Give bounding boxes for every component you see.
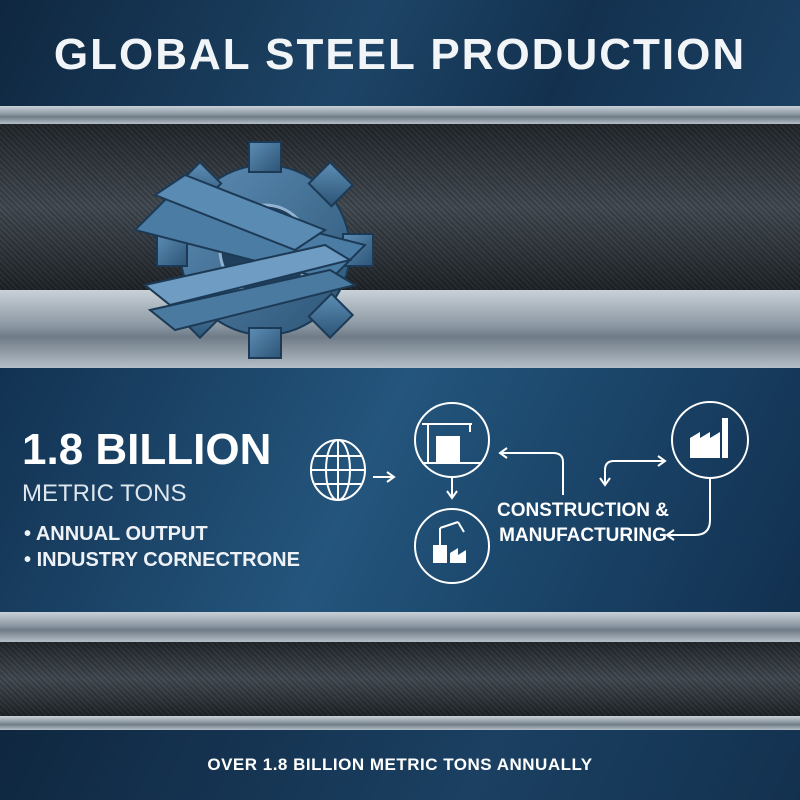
steel-strip bbox=[0, 106, 800, 124]
arrow-down-icon bbox=[446, 478, 458, 500]
construction-crane-icon bbox=[414, 402, 490, 478]
steel-strip bbox=[0, 716, 800, 730]
footer-text: OVER 1.8 BILLION METRIC TONS ANNUALLY bbox=[207, 755, 593, 774]
bullet-item: • ANNUAL OUTPUT bbox=[24, 523, 208, 545]
carbon-band bbox=[0, 642, 800, 716]
arrow-left-icon bbox=[498, 447, 564, 495]
stat-unit: METRIC TONS bbox=[22, 480, 187, 507]
bidirectional-arrow-icon bbox=[599, 455, 667, 487]
carbon-band bbox=[0, 124, 800, 290]
headline-stat: 1.8 BILLION bbox=[22, 425, 272, 474]
steel-gear-icon bbox=[125, 135, 375, 365]
footer bbox=[0, 730, 800, 800]
flow-diagram bbox=[310, 401, 749, 584]
header bbox=[0, 0, 800, 106]
robot-arm-factory-icon bbox=[414, 508, 490, 584]
bullet-text: INDUSTRY CORNECTRONE bbox=[36, 549, 300, 571]
globe-icon bbox=[310, 439, 366, 501]
page-title: GLOBAL STEEL PRODUCTION bbox=[53, 30, 747, 79]
bullet-item: • INDUSTRY CORNECTRONE bbox=[24, 549, 300, 571]
info-panel bbox=[0, 368, 800, 612]
steel-bar bbox=[0, 290, 800, 368]
arrow-right-icon bbox=[373, 471, 396, 483]
diagram-label: MANUFACTURING bbox=[499, 525, 667, 546]
bullet-text: ANNUAL OUTPUT bbox=[35, 523, 208, 545]
arrow-return-icon bbox=[665, 478, 711, 541]
diagram-label: CONSTRUCTION & bbox=[496, 500, 670, 521]
steel-strip bbox=[0, 612, 800, 642]
factory-icon bbox=[671, 401, 749, 479]
